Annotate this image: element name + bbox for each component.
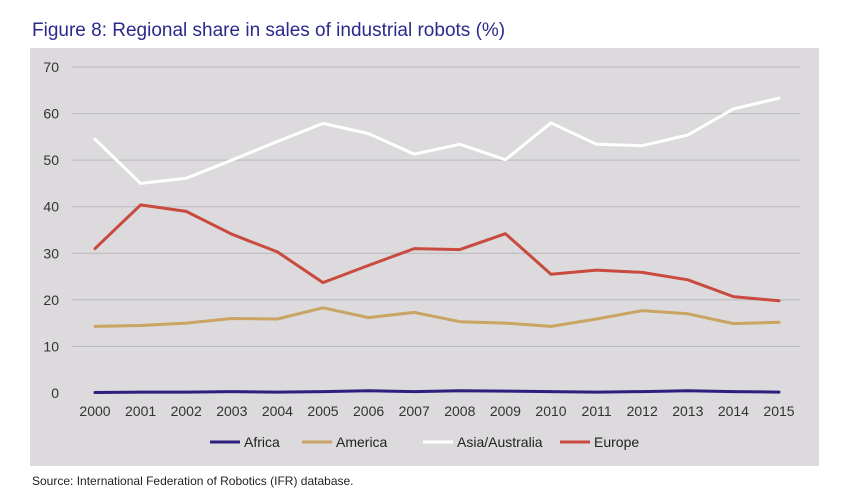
y-tick-label: 20: [43, 292, 59, 308]
y-tick-label: 60: [43, 106, 59, 122]
y-tick-label: 70: [43, 59, 59, 75]
y-axis-ticks: 0 10 20 30 40 50 60 70: [43, 59, 59, 401]
x-tick-label: 2003: [216, 403, 247, 419]
series-line-europe: [93, 203, 781, 303]
x-tick-label: 2000: [79, 403, 110, 419]
y-tick-label: 10: [43, 338, 59, 354]
x-tick-label: 2010: [535, 403, 566, 419]
chart-title: Figure 8: Regional share in sales of ind…: [32, 20, 506, 41]
x-tick-label: 2015: [763, 403, 794, 419]
x-tick-label: 2007: [399, 403, 430, 419]
y-tick-label: 0: [51, 385, 59, 401]
x-tick-label: 2009: [490, 403, 521, 419]
grid-lines: [72, 66, 800, 347]
x-tick-label: 2008: [444, 403, 475, 419]
x-axis-ticks: 2000 2001 2002 2003 2004 2005 2006 2007 2008 2009…: [79, 403, 794, 419]
legend-label: America: [336, 434, 388, 450]
x-tick-label: 2012: [627, 403, 658, 419]
x-tick-label: 2002: [171, 403, 202, 419]
y-tick-label: 50: [43, 152, 59, 168]
x-tick-label: 2005: [307, 403, 338, 419]
legend: Africa America Asia/Australia Europe: [210, 434, 639, 450]
series-lines: [93, 96, 781, 394]
series-line-asia-australia: [93, 96, 781, 185]
series-line-africa: [93, 389, 781, 394]
x-tick-label: 2006: [353, 403, 384, 419]
x-tick-label: 2001: [125, 403, 156, 419]
source-note: Source: International Federation of Robo…: [32, 474, 354, 488]
series-line-america: [93, 306, 781, 328]
chart-panel: [30, 48, 819, 466]
x-tick-label: 2004: [262, 403, 293, 419]
legend-label: Europe: [594, 434, 639, 450]
x-tick-label: 2014: [718, 403, 749, 419]
legend-label: Africa: [244, 434, 280, 450]
legend-label: Asia/Australia: [457, 434, 543, 450]
x-tick-label: 2013: [672, 403, 703, 419]
x-tick-label: 2011: [582, 403, 612, 419]
y-tick-label: 40: [43, 199, 59, 215]
y-tick-label: 30: [43, 245, 59, 261]
